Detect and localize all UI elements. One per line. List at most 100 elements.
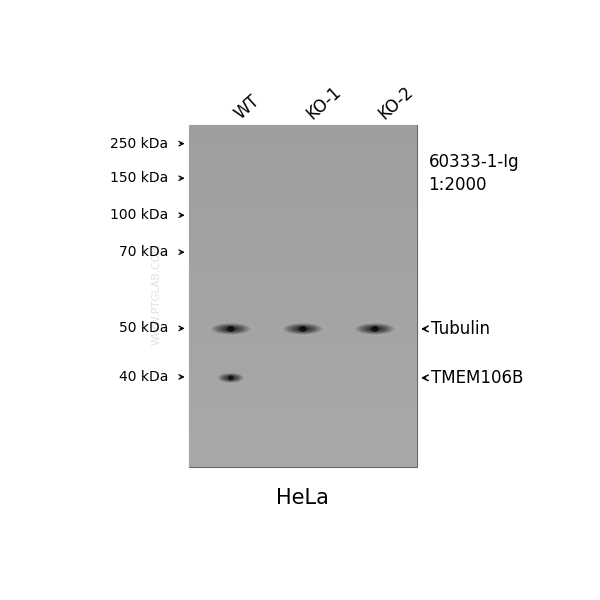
Bar [189,390,417,394]
Ellipse shape [223,375,238,381]
Bar [189,407,417,412]
Bar [189,172,417,176]
Bar [189,194,417,198]
Ellipse shape [227,376,235,379]
Ellipse shape [218,325,244,332]
Ellipse shape [221,326,241,332]
Bar [189,428,417,433]
Ellipse shape [372,328,378,329]
Bar [189,232,417,236]
Bar [189,206,417,211]
Ellipse shape [229,328,232,329]
Bar [189,463,417,467]
Bar [189,134,417,138]
Bar [189,296,417,301]
Ellipse shape [362,325,388,332]
Ellipse shape [359,325,391,334]
Bar [189,227,417,232]
Ellipse shape [215,325,247,334]
Bar [189,287,417,292]
Bar [189,189,417,194]
Bar [189,219,417,223]
Ellipse shape [225,376,236,380]
Ellipse shape [206,322,255,336]
Bar [189,437,417,442]
Text: 50 kDa: 50 kDa [119,322,168,335]
Text: Tubulin: Tubulin [431,320,490,338]
Ellipse shape [228,377,233,379]
Bar [189,292,417,296]
Ellipse shape [289,325,317,333]
Ellipse shape [361,325,389,333]
Bar [189,253,417,257]
Bar [189,151,417,155]
Ellipse shape [218,373,243,383]
Bar [189,271,417,275]
Bar [189,142,417,146]
Ellipse shape [220,374,242,382]
Bar [189,326,417,330]
Bar [189,403,417,407]
Bar [189,339,417,343]
Bar [189,125,417,467]
Ellipse shape [224,376,238,380]
Text: KO-2: KO-2 [375,83,416,123]
Bar [189,249,417,253]
Bar [189,301,417,305]
Text: 60333-1-Ig
1:2000: 60333-1-Ig 1:2000 [428,153,519,194]
Ellipse shape [371,328,379,330]
Bar [189,164,417,168]
Ellipse shape [222,326,239,331]
Bar [189,215,417,219]
Bar [189,386,417,390]
Bar [189,352,417,356]
Ellipse shape [228,328,233,329]
Bar [189,398,417,403]
Ellipse shape [281,323,324,335]
Bar [189,377,417,382]
Text: 40 kDa: 40 kDa [119,370,168,384]
Ellipse shape [365,326,385,332]
Bar [189,138,417,142]
Ellipse shape [369,327,380,331]
Ellipse shape [293,326,313,332]
Bar [189,198,417,202]
Bar [189,236,417,241]
Ellipse shape [226,376,235,380]
Bar [189,394,417,398]
Ellipse shape [214,324,248,334]
Ellipse shape [220,326,242,332]
Ellipse shape [353,323,396,335]
Bar [189,181,417,185]
Ellipse shape [358,324,392,334]
Bar [189,223,417,227]
Ellipse shape [284,323,322,334]
Ellipse shape [301,328,304,329]
Bar [189,309,417,313]
Text: 250 kDa: 250 kDa [110,137,168,151]
Ellipse shape [208,322,254,335]
Bar [189,442,417,446]
Ellipse shape [371,326,379,332]
Ellipse shape [212,323,249,334]
Bar [189,424,417,428]
Bar [189,433,417,437]
Ellipse shape [218,373,244,383]
Bar [189,257,417,262]
Ellipse shape [352,322,398,335]
Bar [189,356,417,360]
Ellipse shape [295,326,311,331]
Ellipse shape [225,327,236,331]
Bar [189,343,417,347]
Bar [189,317,417,322]
Ellipse shape [374,328,376,329]
Bar [189,335,417,339]
Bar [189,275,417,279]
Ellipse shape [287,325,319,334]
Bar [189,262,417,266]
Ellipse shape [286,324,320,334]
Ellipse shape [283,323,323,335]
Bar [189,454,417,458]
Ellipse shape [209,323,252,335]
Ellipse shape [217,373,245,383]
